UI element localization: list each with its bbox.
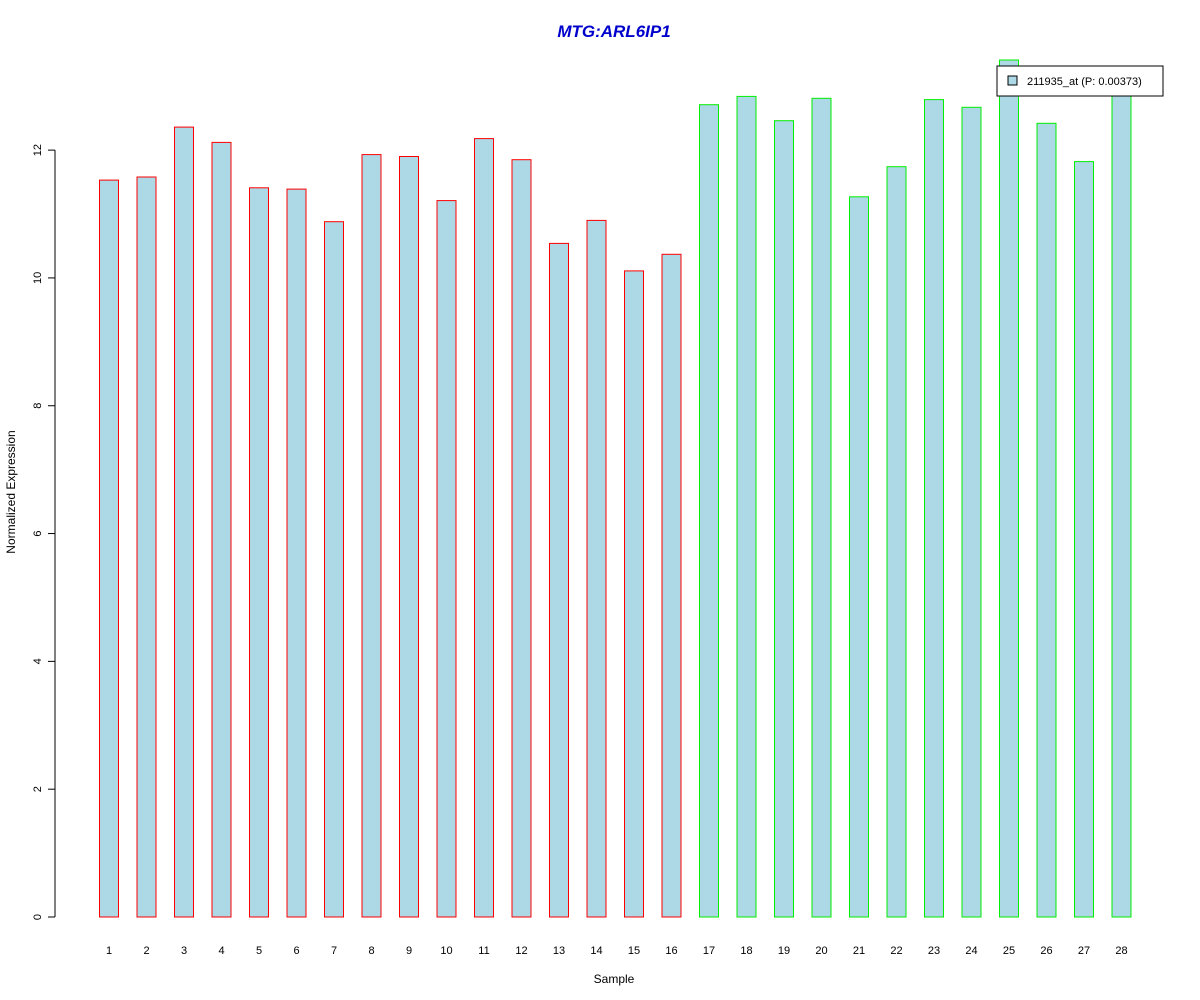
bar-sample-28 <box>1111 77 1132 918</box>
bar-sample-20 <box>811 97 832 918</box>
y-tick-label: 0 <box>32 914 44 920</box>
x-tick-label: 22 <box>890 945 902 957</box>
bar-sample-23 <box>924 99 944 918</box>
bar-sample-26 <box>1036 122 1057 918</box>
x-tick-label: 13 <box>553 945 565 957</box>
x-tick-label: 20 <box>815 945 827 957</box>
chart-title: MTG:ARL6IP1 <box>557 22 670 41</box>
bar-sample-13 <box>549 242 569 918</box>
bar-sample-7 <box>324 221 344 918</box>
bars <box>99 59 1132 918</box>
y-tick-label: 10 <box>32 272 44 284</box>
x-tick-label: 4 <box>218 945 224 957</box>
bar-sample-12 <box>511 159 532 918</box>
x-tick-label: 27 <box>1078 945 1090 957</box>
y-tick-label: 12 <box>32 144 44 156</box>
legend: 211935_at (P: 0.00373) <box>996 65 1164 97</box>
legend-box <box>996 65 1164 97</box>
x-tick-label: 12 <box>515 945 527 957</box>
bar-sample-16 <box>661 253 682 918</box>
y-tick-label: 6 <box>32 530 44 536</box>
x-tick-label: 3 <box>181 945 187 957</box>
x-tick-label: 21 <box>853 945 865 957</box>
bar-sample-19 <box>774 120 794 918</box>
legend-entry: 211935_at (P: 0.00373) <box>1027 76 1142 88</box>
x-tick-label: 24 <box>965 945 977 957</box>
x-tick-label: 11 <box>478 945 489 957</box>
bar-sample-9 <box>399 156 419 918</box>
legend-swatch <box>1007 75 1018 86</box>
bar-sample-3 <box>174 126 194 918</box>
bar-sample-15 <box>624 270 644 918</box>
x-tick-label: 5 <box>256 945 262 957</box>
y-tick-label: 8 <box>32 403 44 409</box>
bar-sample-10 <box>436 200 457 918</box>
x-tick-label: 2 <box>143 945 149 957</box>
x-tick-label: 14 <box>590 945 602 957</box>
bar-sample-25 <box>999 59 1019 918</box>
x-tick-label: 16 <box>665 945 677 957</box>
y-axis: 0 2 4 6 8 10 12 <box>32 144 56 920</box>
x-tick-labels: 1 2 3 4 5 6 7 8 9 10 11 12 13 14 15 16 17 18 19 20 21 22 23 24 2… <box>106 945 1128 957</box>
bar-sample-1 <box>99 179 119 918</box>
bar-sample-8 <box>361 154 382 918</box>
bar-sample-5 <box>249 187 269 918</box>
x-tick-label: 1 <box>106 945 112 957</box>
bar-sample-17 <box>699 104 719 918</box>
x-tick-label: 28 <box>1115 945 1127 957</box>
x-tick-label: 6 <box>293 945 299 957</box>
y-tick-label: 4 <box>32 658 44 664</box>
bar-sample-14 <box>586 219 607 918</box>
x-tick-label: 9 <box>406 945 412 957</box>
x-tick-label: 23 <box>928 945 940 957</box>
x-tick-label: 25 <box>1003 945 1015 957</box>
bar-sample-24 <box>961 106 982 918</box>
y-tick-label: 2 <box>32 786 44 792</box>
x-axis-label: Sample <box>594 972 635 986</box>
x-tick-label: 19 <box>778 945 790 957</box>
x-tick-label: 10 <box>440 945 452 957</box>
x-tick-label: 17 <box>703 945 715 957</box>
bar-sample-21 <box>849 196 869 918</box>
y-axis-label: Normalized Expression <box>4 430 18 553</box>
bar-sample-22 <box>886 166 907 918</box>
bar-sample-27 <box>1074 161 1094 918</box>
x-tick-label: 18 <box>740 945 752 957</box>
x-tick-label: 26 <box>1040 945 1052 957</box>
bar-sample-18 <box>736 95 757 918</box>
bar-sample-6 <box>286 188 307 918</box>
bar-sample-4 <box>211 141 232 918</box>
bar-sample-11 <box>474 138 494 918</box>
x-tick-label: 7 <box>331 945 337 957</box>
x-tick-label: 8 <box>368 945 374 957</box>
x-tick-label: 15 <box>628 945 640 957</box>
bar-sample-2 <box>136 176 157 918</box>
